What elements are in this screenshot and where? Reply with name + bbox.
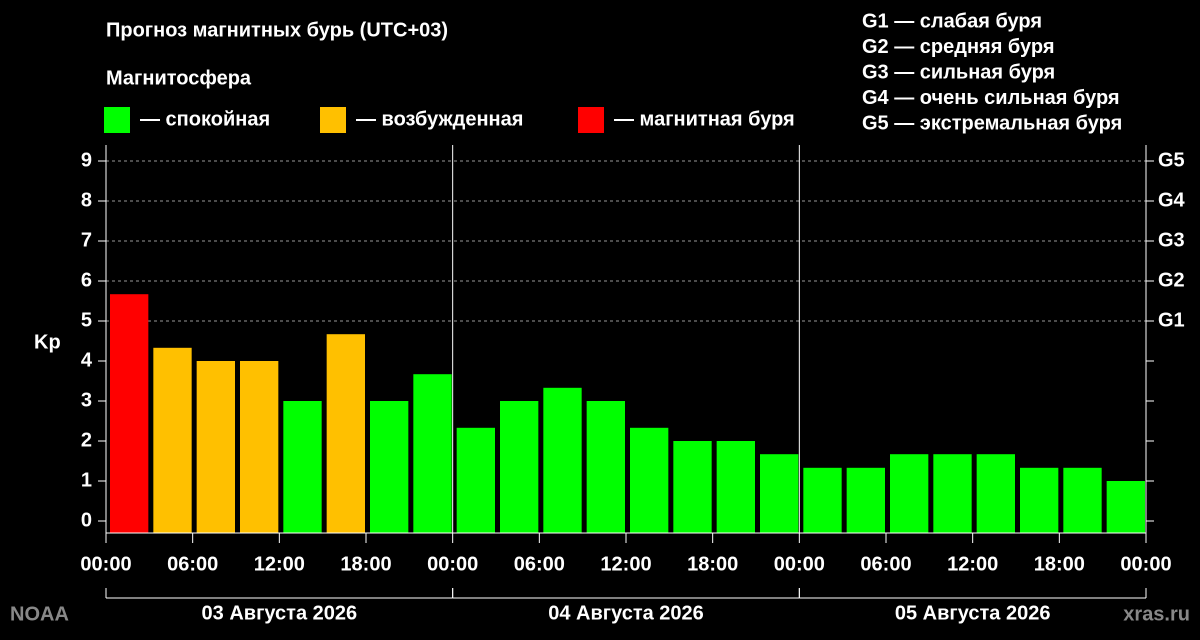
bar	[543, 387, 582, 533]
g-level-label: G5 — экстремальная буря	[862, 112, 1122, 134]
x-tick-label: 18:00	[1034, 553, 1085, 575]
x-tick-label: 12:00	[254, 553, 305, 575]
bar	[673, 441, 712, 533]
bar	[1106, 481, 1145, 533]
bar	[196, 361, 235, 533]
bar	[760, 454, 799, 533]
legend-label: — спокойная	[140, 108, 270, 130]
site: xras.ru	[1123, 603, 1190, 625]
bar	[326, 334, 365, 533]
y-axis-label: Kp	[34, 331, 61, 353]
bar	[1020, 467, 1059, 533]
y2-tick-label: G4	[1158, 189, 1186, 211]
bar	[976, 454, 1015, 533]
x-tick-label: 06:00	[514, 553, 565, 575]
y-tick-label: 9	[81, 149, 92, 171]
g-level-label: G2 — средняя буря	[862, 36, 1055, 58]
x-tick-label: 06:00	[860, 553, 911, 575]
legend-title: Магнитосфера	[106, 67, 252, 89]
x-tick-label: 18:00	[687, 553, 738, 575]
day-label: 05 Августа 2026	[895, 602, 1051, 624]
y-tick-label: 6	[81, 269, 92, 291]
bar	[586, 401, 625, 533]
y-tick-label: 5	[81, 309, 92, 331]
y-tick-label: 7	[81, 229, 92, 251]
bar	[456, 427, 495, 533]
bar	[370, 401, 409, 533]
legend-swatch	[578, 107, 604, 133]
x-tick-label: 12:00	[947, 553, 998, 575]
legend-swatch	[320, 107, 346, 133]
y2-tick-label: G3	[1158, 229, 1185, 251]
y-tick-label: 4	[81, 349, 93, 371]
x-tick-label: 18:00	[340, 553, 391, 575]
y-tick-label: 2	[81, 429, 92, 451]
y2-tick-label: G1	[1158, 309, 1185, 331]
g-level-label: G1 — слабая буря	[862, 10, 1042, 32]
y-tick-label: 0	[81, 509, 92, 531]
bar	[890, 454, 929, 533]
y-tick-label: 1	[81, 469, 92, 491]
day-label: 04 Августа 2026	[548, 602, 704, 624]
bar	[500, 401, 539, 533]
y2-tick-label: G5	[1158, 149, 1185, 171]
y-tick-label: 8	[81, 189, 92, 211]
bar	[630, 427, 669, 533]
bar	[933, 454, 972, 533]
bar	[283, 401, 322, 533]
y-tick-label: 3	[81, 389, 92, 411]
bar	[846, 467, 885, 533]
x-tick-label: 00:00	[80, 553, 131, 575]
chart-title: Прогноз магнитных бурь (UTC+03)	[106, 19, 448, 41]
legend-swatch	[104, 107, 130, 133]
bar	[240, 361, 279, 533]
x-tick-label: 00:00	[774, 553, 825, 575]
bar	[153, 347, 192, 533]
legend-label: — магнитная буря	[614, 108, 795, 130]
source: NOAA	[10, 603, 69, 625]
y2-tick-label: G2	[1158, 269, 1185, 291]
legend-label: — возбужденная	[356, 108, 523, 130]
bar	[413, 374, 452, 533]
x-tick-label: 00:00	[1120, 553, 1171, 575]
x-tick-label: 12:00	[600, 553, 651, 575]
x-tick-label: 00:00	[427, 553, 478, 575]
day-label: 03 Августа 2026	[202, 602, 358, 624]
bar	[1063, 467, 1102, 533]
g-level-label: G3 — сильная буря	[862, 61, 1055, 83]
bar	[803, 467, 842, 533]
bar	[716, 441, 755, 533]
x-tick-label: 06:00	[167, 553, 218, 575]
bar	[110, 294, 149, 533]
g-level-label: G4 — очень сильная буря	[862, 87, 1120, 109]
